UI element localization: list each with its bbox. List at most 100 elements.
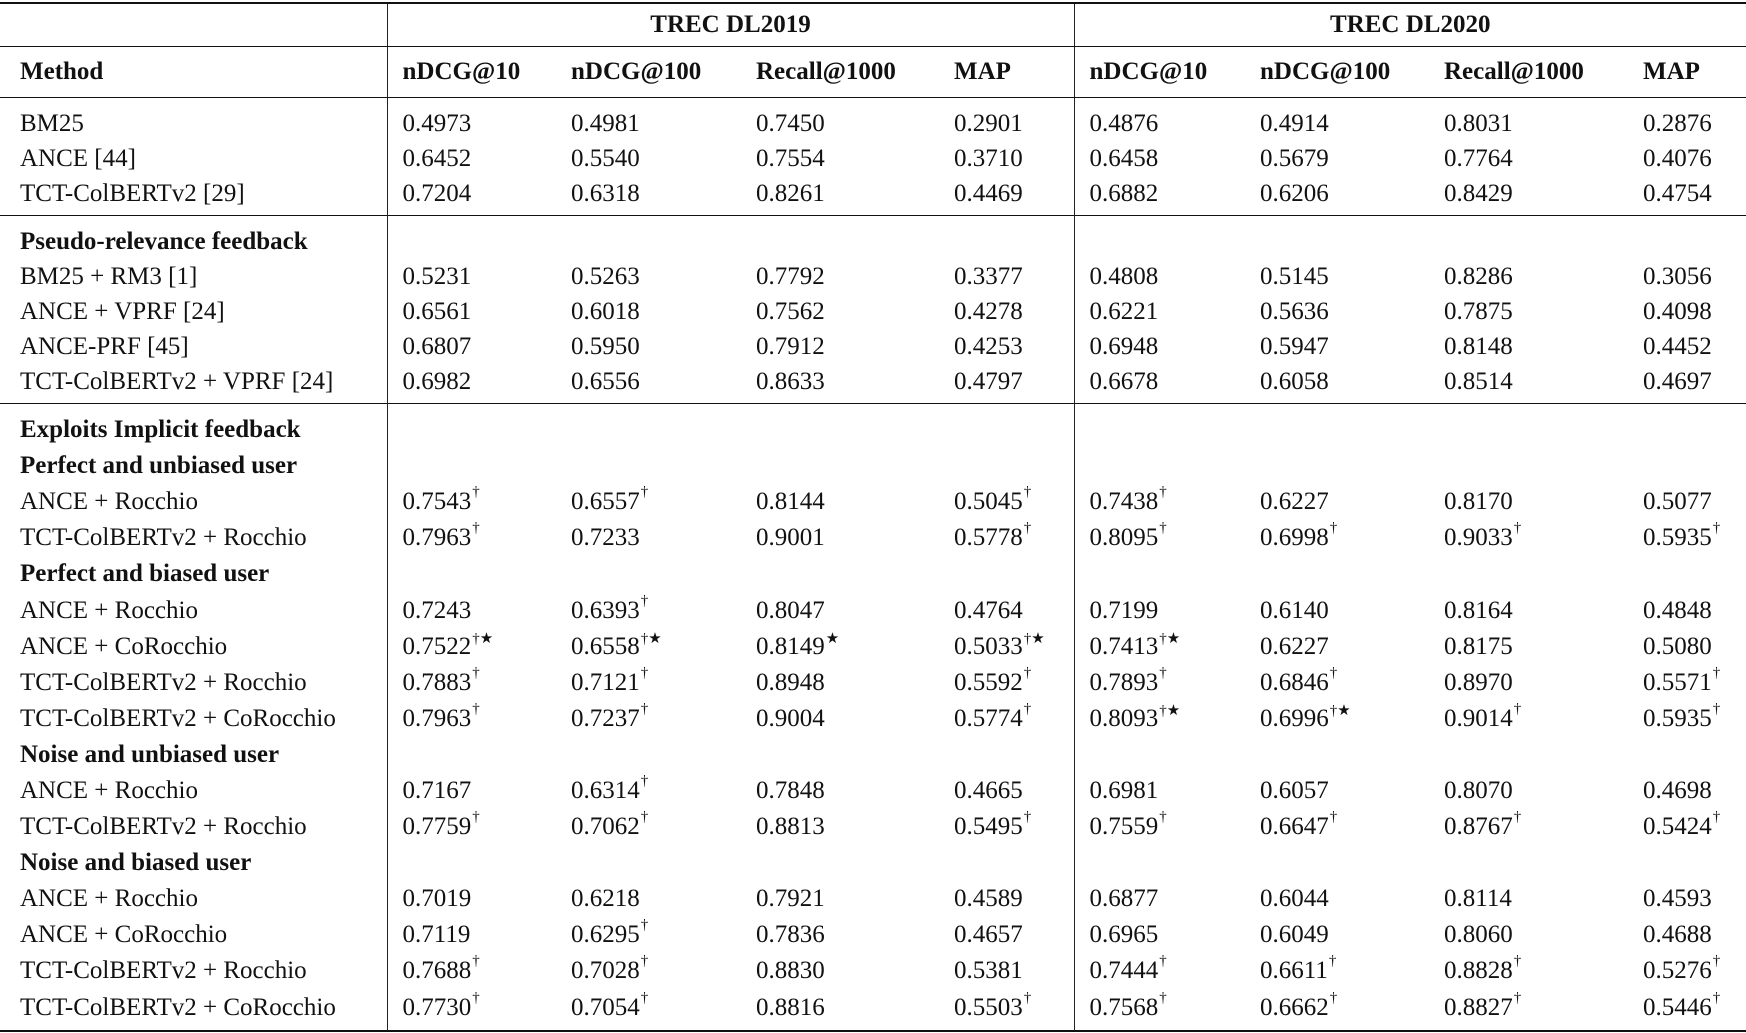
metric-value: 0.7054: [571, 993, 640, 1021]
metric-cell: [1245, 556, 1429, 592]
significance-marker: †: [472, 953, 480, 970]
metric-value: 0.5263: [571, 262, 640, 290]
metric-cell: 0.7054†: [556, 989, 741, 1032]
metric-value: 0.9004: [756, 704, 825, 732]
metric-value: 0.8144: [756, 488, 825, 516]
metric-cell: [386, 403, 556, 449]
metric-value: 0.6044: [1260, 885, 1329, 913]
metric-cell: [556, 845, 741, 881]
metric-cell: 0.7875: [1429, 294, 1628, 329]
metric-cell: 0.7028†: [556, 953, 741, 989]
metric-cell: [1073, 845, 1245, 882]
method-name: TCT-ColBERTv2 + Rocchio: [20, 524, 307, 552]
metric-value: 0.4593: [1643, 885, 1712, 913]
metric-cell: 0.5145: [1245, 259, 1429, 294]
significance-marker: †: [472, 484, 480, 501]
metric-value: 0.4076: [1643, 144, 1712, 172]
metric-cell: [1073, 736, 1245, 773]
metric-value: 0.6227: [1260, 488, 1329, 516]
metric-cell: 0.7562: [741, 294, 939, 329]
dataset-header-dl2020: TREC DL2020: [1073, 2, 1746, 47]
metric-cell: [556, 556, 741, 592]
metric-value: 0.7450: [756, 109, 825, 137]
significance-marker: †★: [1159, 702, 1181, 719]
metric-value: 0.6965: [1089, 921, 1159, 949]
metric-cell: 0.6140: [1245, 592, 1429, 628]
metric-value: 0.7237: [571, 704, 640, 732]
metric-cell: [741, 215, 939, 259]
metric-cell: 0.7167: [386, 772, 556, 810]
metric-cell: 0.7121†: [556, 665, 741, 701]
metric-cell: 0.6877: [1073, 881, 1245, 918]
metric-cell: 0.4973: [386, 97, 556, 141]
metric-cell: 0.6948: [1073, 329, 1245, 364]
metric-cell: 0.8093†★: [1073, 700, 1245, 737]
metric-value: 0.5503: [954, 993, 1023, 1021]
metric-value: 0.8970: [1444, 668, 1513, 696]
metric-value: 0.7413: [1089, 632, 1159, 660]
section-heading-row: Perfect and unbiased user: [0, 448, 1746, 485]
metric-value: 0.8047: [756, 596, 825, 624]
metric-value: 0.6227: [1260, 632, 1329, 660]
metric-cell: [386, 556, 556, 593]
metric-value: 0.6140: [1260, 596, 1329, 624]
metric-value: 0.7893: [1089, 668, 1159, 696]
significance-marker: †: [1159, 953, 1167, 970]
significance-marker: †: [472, 664, 480, 681]
significance-marker: †: [1328, 953, 1337, 970]
dataset-header-row: TREC DL2019 TREC DL2020: [0, 2, 1746, 47]
significance-marker: †: [640, 772, 649, 789]
metric-cell: 0.6662†: [1245, 989, 1429, 1032]
metric-value: 0.8816: [756, 993, 825, 1021]
metric-value: 0.6611: [1260, 957, 1328, 985]
metric-value: 0.7522: [402, 632, 472, 660]
metric-value: 0.7792: [756, 262, 825, 290]
significance-marker: †: [640, 809, 649, 826]
metric-value: 0.5077: [1643, 488, 1712, 516]
metric-header: nDCG@100: [556, 46, 741, 98]
metric-value: 0.5540: [571, 144, 640, 172]
metric-value: 0.5950: [571, 332, 640, 360]
significance-marker: †: [1023, 484, 1032, 501]
metric-cell: 0.9001: [741, 520, 939, 556]
metric-cell: 0.4797: [939, 364, 1074, 404]
table-row: ANCE [44] 0.6452 0.5540 0.7554 0.3710 0.6458 0…: [0, 141, 1746, 176]
metric-cell: [741, 737, 939, 773]
metric-cell: 0.6846†: [1245, 665, 1429, 701]
significance-marker: †: [1159, 520, 1167, 537]
metric-cell: 0.7119: [386, 917, 556, 954]
table-row: ANCE-PRF [45] 0.6807 0.5950 0.7912 0.4253 0.6…: [0, 329, 1746, 364]
metric-value: 0.4754: [1643, 179, 1712, 207]
metric-value: 0.8514: [1444, 367, 1513, 395]
metric-value: 0.7554: [756, 144, 825, 172]
metric-cell: 0.4981: [556, 98, 741, 142]
metric-cell: 0.7792: [741, 259, 939, 294]
metric-cell: 0.7522†★: [386, 628, 556, 665]
metric-cell: 0.6882: [1073, 176, 1245, 216]
metric-cell: 0.6558†★: [556, 629, 741, 665]
metric-value: 0.8114: [1444, 885, 1512, 913]
metric-cell: 0.8828†: [1429, 953, 1628, 989]
metric-value: 0.5947: [1260, 332, 1329, 360]
metric-value: 0.8286: [1444, 262, 1513, 290]
table-row: ANCE + VPRF [24] 0.6561 0.6018 0.7562 0.4278…: [0, 294, 1746, 329]
metric-cell: 0.4593: [1628, 881, 1746, 917]
metric-cell: [741, 845, 939, 881]
method-name: TCT-ColBERTv2 [29]: [20, 179, 245, 207]
metric-value: 0.7438: [1089, 488, 1159, 516]
metric-value: 0.6206: [1260, 179, 1329, 207]
metric-value: 0.4469: [954, 179, 1023, 207]
significance-marker: †★: [472, 630, 494, 647]
metric-cell: 0.7568†: [1073, 989, 1245, 1032]
metric-cell: [1429, 556, 1628, 592]
significance-marker: †: [472, 700, 480, 717]
metric-value: 0.3710: [954, 144, 1023, 172]
metric-value: 0.6018: [571, 297, 640, 325]
metric-value: 0.7836: [756, 921, 825, 949]
metric-value: 0.8093: [1089, 704, 1159, 732]
metric-cell: 0.7233: [556, 520, 741, 556]
metric-value: 0.5045: [954, 488, 1023, 516]
metric-value: 0.4981: [571, 109, 640, 137]
method-name: TCT-ColBERTv2 + Rocchio: [20, 813, 307, 841]
metric-cell: 0.9004: [741, 701, 939, 737]
